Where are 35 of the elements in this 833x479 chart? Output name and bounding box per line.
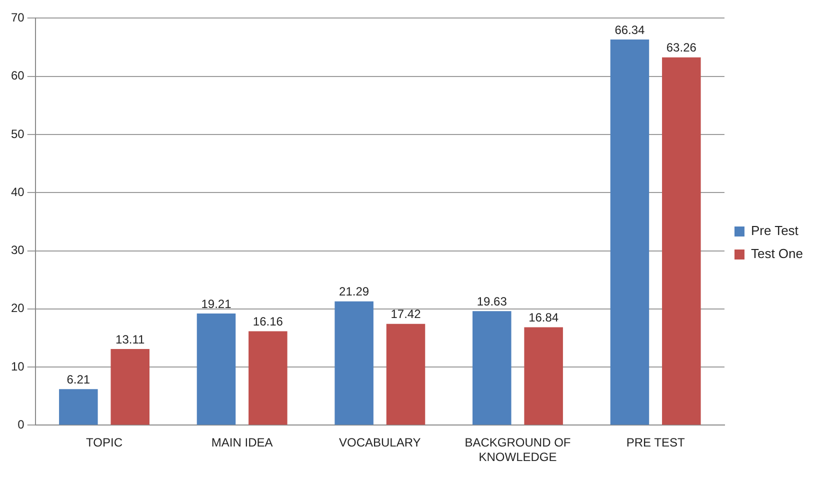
data-label: 16.16 [252,314,284,329]
data-label: 16.84 [528,310,559,325]
bar [334,301,374,425]
x-tick-label: PRE TEST [626,436,686,450]
x-tick-label: MAIN IDEA [211,436,273,450]
y-tick-label: 20 [10,301,25,316]
data-label: 63.26 [666,40,697,55]
y-tick-label: 30 [10,243,25,258]
bar [662,57,701,425]
data-label: 17.42 [390,307,422,322]
data-label: 19.63 [476,294,508,308]
data-label: 21.29 [339,284,370,299]
bar [110,348,150,425]
y-tick-label: 60 [10,68,25,83]
data-label: 13.11 [116,332,145,346]
x-tick-label: BACKGROUND OF KNOWLEDGE [464,436,571,464]
data-label: 66.34 [614,22,646,37]
data-label: 6.21 [66,372,90,386]
y-tick-label: 50 [10,126,25,141]
bar [610,39,650,425]
x-tick-label: VOCABULARY [339,436,421,450]
x-tick-label: TOPIC [86,436,123,450]
bar [472,311,512,425]
y-tick-label: 70 [10,10,25,25]
y-tick-label: 40 [10,184,25,199]
bar [524,327,563,425]
legend-label: Test One [750,246,804,262]
data-label: 19.21 [201,296,232,311]
bar [59,389,98,425]
y-tick-label: 10 [10,359,25,374]
bar [386,324,426,425]
y-tick-label: 0 [18,418,25,432]
bar [248,331,288,425]
legend-label: Pre Test [750,223,799,238]
bar [196,314,236,425]
